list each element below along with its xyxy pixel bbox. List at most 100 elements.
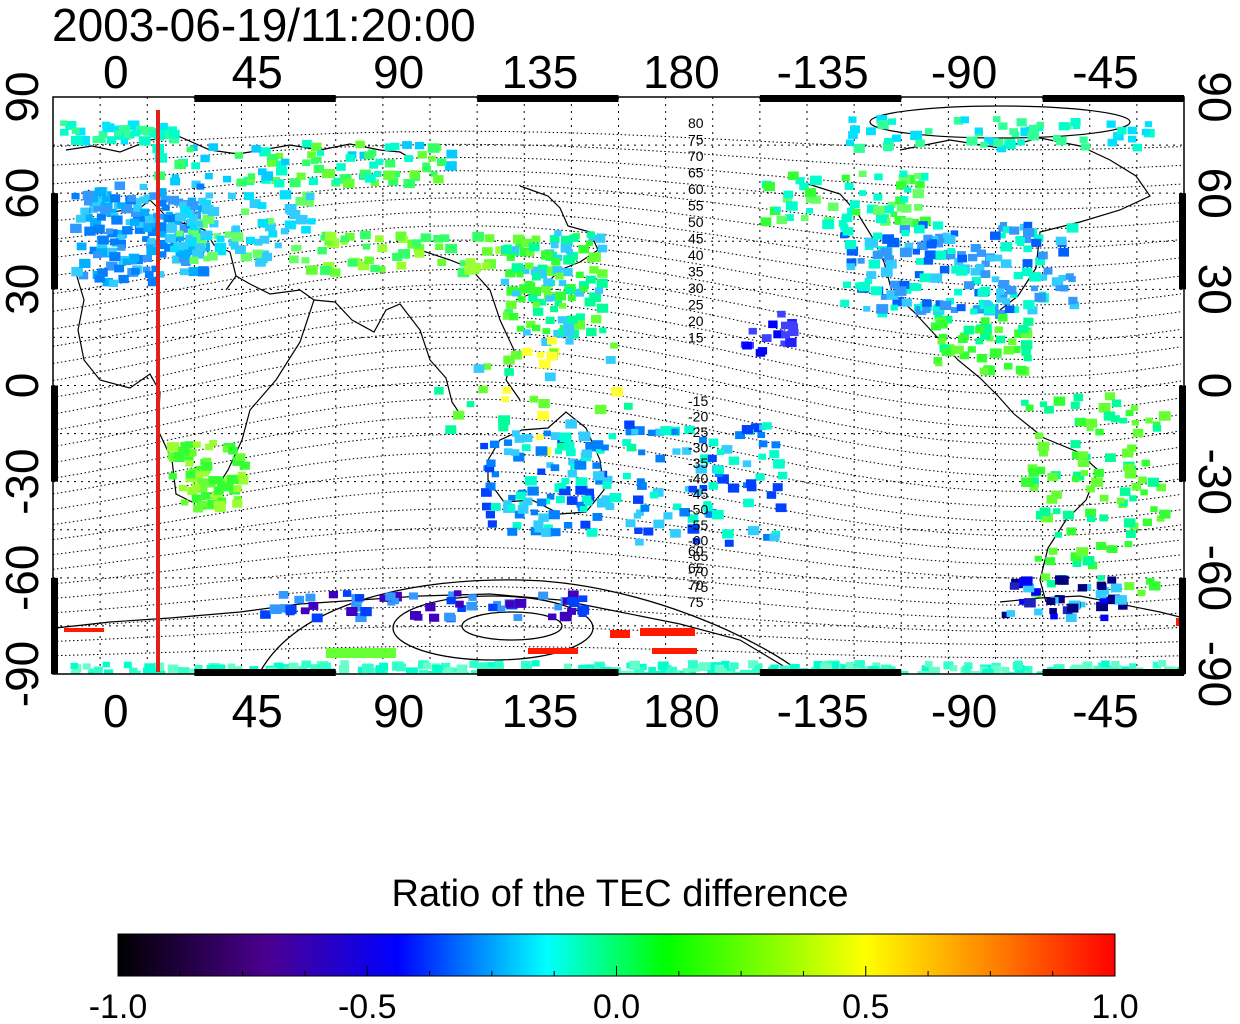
data-cell — [140, 208, 150, 216]
data-cell — [1107, 594, 1120, 605]
contour-line — [53, 527, 1182, 579]
data-cell — [663, 512, 673, 520]
contour-label: -20 — [688, 409, 708, 425]
data-cell — [596, 303, 609, 313]
data-cell — [733, 671, 741, 674]
frame-bar-top — [759, 95, 902, 102]
data-cell — [742, 460, 752, 468]
data-cell — [761, 334, 772, 342]
data-cell — [1023, 300, 1035, 310]
data-cell — [924, 128, 933, 135]
data-cell — [566, 496, 578, 505]
data-cell — [489, 440, 500, 449]
contour-labels: 8075706560555045403530252015-15-20-25-30… — [688, 115, 708, 610]
data-cell — [515, 491, 526, 500]
data-cell — [998, 232, 1006, 239]
data-cell — [970, 267, 981, 276]
data-cell — [488, 603, 498, 612]
data-cell — [505, 300, 517, 310]
data-cell — [1077, 457, 1090, 467]
data-cell — [944, 235, 956, 245]
data-cell — [202, 457, 212, 465]
data-cell — [516, 325, 525, 332]
data-cell — [228, 238, 239, 247]
data-cell — [472, 231, 484, 242]
data-cell — [543, 278, 554, 287]
data-cell — [1055, 285, 1063, 292]
data-cell — [580, 286, 588, 293]
data-cell — [200, 230, 211, 239]
data-cell — [234, 152, 243, 159]
data-cell — [1077, 584, 1088, 592]
data-cell — [545, 316, 555, 324]
data-cell — [1098, 583, 1107, 590]
data-cell — [133, 670, 141, 674]
data-cell — [991, 276, 1000, 283]
data-cell — [305, 593, 316, 602]
data-cell — [840, 299, 850, 307]
contour-line — [53, 645, 1182, 659]
data-cell — [594, 287, 604, 294]
data-cell — [585, 441, 598, 452]
contour-line — [53, 225, 1182, 287]
data-cell — [208, 143, 219, 151]
data-cell — [512, 522, 522, 530]
data-cell — [892, 296, 905, 307]
data-cell — [567, 252, 578, 261]
data-cell — [534, 525, 543, 533]
data-cell — [712, 510, 724, 520]
contour-label: 65 — [688, 165, 704, 181]
data-cell — [155, 188, 167, 197]
data-cell — [537, 410, 549, 421]
data-cell — [996, 288, 1005, 295]
data-cell — [147, 238, 156, 245]
data-cell — [528, 648, 578, 654]
data-cell — [207, 500, 218, 509]
data-cell — [559, 611, 572, 622]
data-cell — [984, 300, 992, 307]
data-cell — [750, 670, 758, 674]
data-cell — [1070, 401, 1080, 409]
data-cell — [302, 140, 312, 148]
data-cell — [320, 265, 332, 275]
data-cell — [171, 174, 179, 181]
data-cell — [1081, 143, 1090, 151]
data-cell — [1129, 495, 1137, 502]
data-cell — [910, 130, 922, 141]
data-cell — [1111, 399, 1122, 407]
data-cell — [666, 666, 678, 674]
data-cell — [524, 476, 537, 486]
data-cell — [783, 190, 794, 199]
data-cell — [563, 442, 575, 451]
data-cell — [943, 661, 954, 670]
data-cell — [435, 243, 444, 251]
data-cell — [390, 142, 400, 151]
data-cell — [915, 258, 925, 265]
data-cell — [453, 410, 465, 420]
data-cell — [951, 265, 962, 274]
data-cell — [296, 172, 306, 180]
data-cell — [384, 143, 395, 151]
data-cell — [430, 171, 438, 177]
data-cell — [932, 221, 944, 230]
data-cell — [622, 439, 632, 447]
data-cell — [773, 459, 785, 469]
data-cell — [536, 498, 547, 507]
frame-bar-top — [194, 95, 336, 102]
data-cell — [841, 213, 853, 223]
data-cell — [218, 248, 227, 256]
data-cell — [1039, 449, 1048, 457]
data-cell — [402, 141, 412, 149]
data-cell — [71, 267, 83, 277]
data-cell — [311, 613, 323, 623]
data-cell — [853, 143, 865, 153]
data-cell — [93, 666, 103, 674]
data-cell — [1029, 484, 1039, 491]
data-cell — [432, 664, 443, 673]
data-cell — [1056, 136, 1067, 146]
data-cell — [1100, 614, 1109, 622]
data-cell — [1035, 432, 1044, 439]
data-cell — [914, 224, 925, 234]
data-cell — [886, 260, 897, 269]
right-lat-tick-label: 90 — [1189, 71, 1240, 122]
